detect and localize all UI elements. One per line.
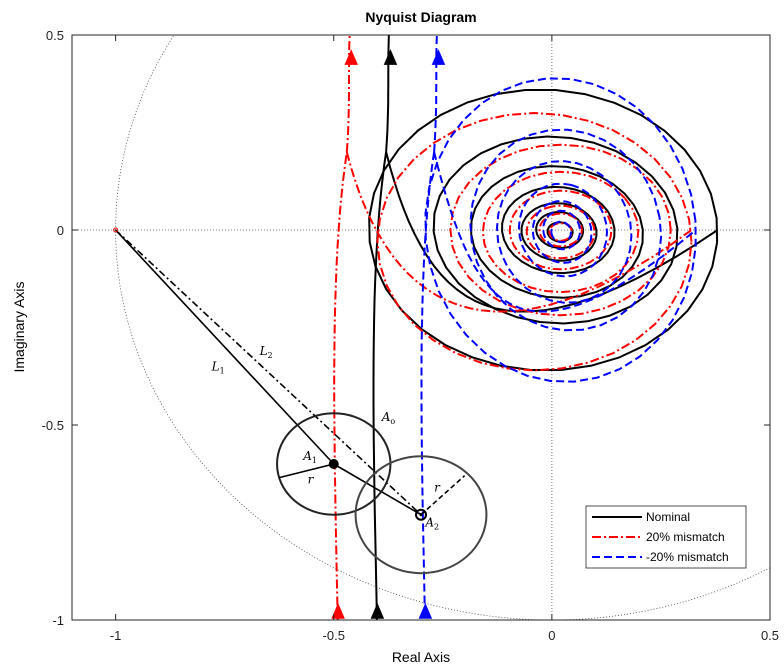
- curve-loop-minus20: [469, 128, 663, 332]
- annotation-symbol: A: [424, 515, 434, 529]
- line-A1-A2: [333, 463, 422, 516]
- legend-label-minus20: -20% mismatch: [646, 550, 729, 564]
- curve-loop-minus20: [550, 220, 572, 244]
- curve-lobe-minus20: [433, 151, 697, 313]
- curve-branch-lower-minus20: [420, 151, 436, 620]
- arrow-lower-minus20: [418, 602, 433, 619]
- curve-loop-minus20: [531, 200, 593, 264]
- x-axis-label: Real Axis: [392, 649, 450, 665]
- annotation-symbol: L: [259, 344, 268, 358]
- y-tick-label: 0.5: [46, 28, 64, 43]
- y-tick-label: 0: [57, 223, 64, 238]
- annotation-l2: L2: [259, 344, 273, 360]
- chart-title: Nyquist Diagram: [365, 9, 476, 25]
- y-tick-label: -1: [52, 613, 64, 628]
- annotation-a2: A2: [424, 515, 439, 531]
- arrow-lower-plus20: [331, 602, 345, 619]
- annotation-symbol: r: [308, 473, 315, 487]
- arrow-lower-nominal: [370, 602, 385, 619]
- curve-loop-minus20: [496, 160, 633, 304]
- x-tick-label: 0.5: [761, 628, 779, 643]
- arrow-upper-minus20: [431, 49, 446, 65]
- curve-loop-plus20: [449, 143, 672, 317]
- curve-loop-plus20: [538, 212, 583, 248]
- x-tick-label: -1: [110, 628, 122, 643]
- x-tick-label: 0: [548, 628, 555, 643]
- curve-lobe-nominal: [385, 151, 719, 313]
- annotation-symbol: L: [211, 359, 220, 373]
- legend: Nominal 20% mismatch -20% mismatch: [585, 505, 747, 569]
- arrow-upper-plus20: [344, 49, 358, 65]
- curve-loop-minus20: [542, 209, 581, 251]
- radius-line-A2: [420, 475, 466, 516]
- legend-label-nominal: Nominal: [646, 510, 690, 524]
- annotation-a1: A1: [302, 449, 317, 465]
- curve-branch-upper-minus20: [433, 35, 438, 153]
- curve-branch-upper-plus20: [345, 35, 351, 153]
- annotation-ao: Ao: [381, 410, 396, 426]
- curve-lobe-plus20: [345, 151, 693, 313]
- radius-line-A1: [279, 463, 334, 479]
- y-axis-label: Imaginary Axis: [11, 281, 27, 372]
- point-A2: [415, 508, 427, 521]
- annotation-subscript: o: [390, 417, 395, 426]
- curve-loop-nominal: [501, 185, 616, 275]
- plot-frame: [71, 34, 771, 621]
- circle-A1: [276, 412, 392, 516]
- curve-loop-minus20: [517, 182, 608, 278]
- annotation-subscript: 1: [220, 366, 225, 375]
- annotation-symbol: r: [434, 480, 441, 494]
- annotation-symbol: A: [381, 410, 391, 424]
- point-A1: [328, 459, 339, 469]
- annotation-symbol: A: [302, 449, 312, 463]
- circle-A2: [354, 455, 488, 575]
- annotation-r: r: [434, 480, 441, 494]
- curve-loop-plus20: [481, 170, 640, 294]
- curve-loop-plus20: [508, 189, 613, 271]
- legend-label-plus20: 20% mismatch: [646, 530, 725, 544]
- curve-loop-nominal: [520, 202, 598, 262]
- point-A2-dot: [419, 513, 423, 517]
- curve-loop-outer-plus20: [376, 112, 693, 372]
- annotation-subscript: 2: [268, 351, 273, 360]
- line-L2: [115, 229, 422, 516]
- critical-point-marker: [113, 227, 119, 233]
- curve-branch-lower-plus20: [333, 151, 348, 620]
- y-tick-label: -0.5: [42, 418, 64, 433]
- annotation-l1: L1: [211, 359, 225, 375]
- arrow-upper-nominal: [383, 49, 398, 65]
- annotation-r: r: [308, 473, 315, 487]
- curve-branch-lower-nominal: [372, 151, 388, 620]
- x-tick-label: -0.5: [323, 628, 345, 643]
- annotation-subscript: 1: [312, 456, 317, 465]
- annotation-subscript: 2: [434, 522, 439, 531]
- curve-loop-outer-minus20: [424, 77, 697, 383]
